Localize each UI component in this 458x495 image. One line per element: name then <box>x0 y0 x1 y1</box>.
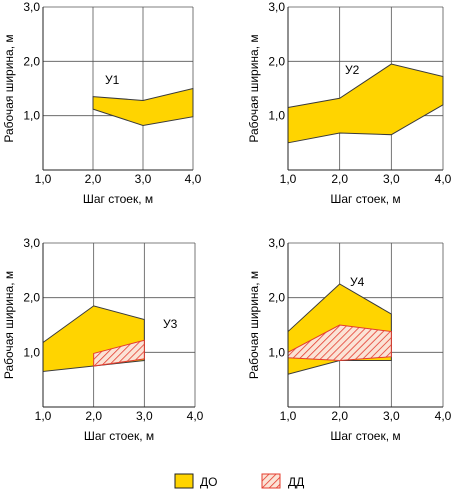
x-tick-label: 4,0 <box>187 409 204 423</box>
y-tick-label: 2,0 <box>23 54 40 68</box>
y-tick-label: 3,0 <box>23 236 40 250</box>
legend-swatch-do <box>174 473 194 489</box>
x-axis-title: Шаг стоек, м <box>330 192 400 206</box>
chart-panel-3: 1,0 2,0 3,0 4,0 1,0 2,0 3,0 Шаг стоек, м Рабочая… <box>2 236 204 443</box>
x-axis-title: Шаг стоек, м <box>83 192 153 206</box>
y-tick-label: 1,0 <box>23 109 40 123</box>
panel-annotation: У4 <box>350 275 365 289</box>
region-do <box>92 87 194 126</box>
legend-swatch-dd <box>261 473 281 489</box>
x-tick-label: 3,0 <box>383 409 400 423</box>
x-axis-title: Шаг стоек, м <box>330 429 400 443</box>
panel-annotation: У3 <box>163 317 178 331</box>
chart-panel-4: 1,0 2,0 3,0 4,0 1,0 2,0 3,0 Шаг стоек, м Рабочая… <box>247 236 452 443</box>
x-tick-label: 1,0 <box>280 172 297 186</box>
y-axis-title: Рабочая ширина, м <box>2 271 16 379</box>
x-tick-label: 2,0 <box>85 172 102 186</box>
y-tick-label: 3,0 <box>268 0 285 14</box>
x-tick-label: 4,0 <box>435 172 452 186</box>
y-tick-label: 1,0 <box>23 345 40 359</box>
x-tick-label: 2,0 <box>85 409 102 423</box>
y-tick-label: 1,0 <box>268 109 285 123</box>
y-tick-label: 2,0 <box>268 291 285 305</box>
x-tick-label: 1,0 <box>35 409 52 423</box>
region-dd <box>93 339 145 367</box>
y-axis-title: Рабочая ширина, м <box>247 271 261 379</box>
legend-label-dd: ДД <box>288 475 304 489</box>
x-tick-label: 2,0 <box>331 172 348 186</box>
x-axis-title: Шаг стоек, м <box>84 429 154 443</box>
x-tick-label: 3,0 <box>383 172 400 186</box>
x-tick-label: 1,0 <box>35 172 52 186</box>
x-tick-label: 3,0 <box>136 409 153 423</box>
x-tick-label: 3,0 <box>135 172 152 186</box>
panel-annotation: У1 <box>105 73 120 87</box>
panel-annotation: У2 <box>345 63 360 77</box>
y-tick-label: 2,0 <box>23 291 40 305</box>
x-tick-label: 1,0 <box>280 409 297 423</box>
chart-panel-1: 1,0 2,0 3,0 4,0 1,0 2,0 3,0 Шаг стоек, м Рабочая… <box>2 0 202 206</box>
region-do <box>287 63 444 144</box>
legend: ДО ДД <box>174 473 304 489</box>
chart-panel-2: 1,0 2,0 3,0 4,0 1,0 2,0 3,0 Шаг стоек, м Рабочая… <box>247 0 452 206</box>
y-tick-label: 2,0 <box>268 54 285 68</box>
y-tick-label: 3,0 <box>268 236 285 250</box>
y-tick-label: 3,0 <box>23 0 40 14</box>
y-axis-title: Рабочая ширина, м <box>2 34 16 142</box>
x-tick-label: 2,0 <box>331 409 348 423</box>
y-axis-title: Рабочая ширина, м <box>247 34 261 142</box>
legend-label-do: ДО <box>200 475 217 489</box>
x-tick-label: 4,0 <box>185 172 202 186</box>
y-tick-label: 1,0 <box>268 345 285 359</box>
x-tick-label: 4,0 <box>435 409 452 423</box>
